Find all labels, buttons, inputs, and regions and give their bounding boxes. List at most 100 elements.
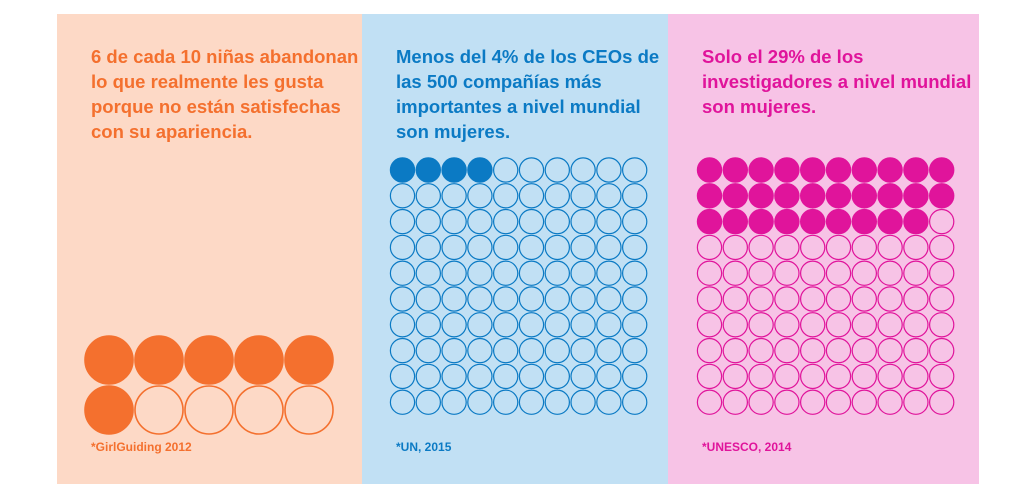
dot-empty	[492, 208, 519, 235]
dot-empty	[877, 260, 903, 286]
dot-filled	[441, 157, 467, 183]
dot-empty	[622, 337, 648, 364]
dot-empty	[825, 312, 852, 338]
dot-empty	[441, 389, 467, 415]
dot-filled	[84, 385, 134, 435]
dot-empty	[570, 183, 596, 209]
dot-empty	[544, 183, 570, 209]
dot-empty	[596, 286, 622, 312]
dot-empty	[825, 363, 852, 390]
dot-empty	[467, 286, 493, 312]
dot-empty	[722, 389, 749, 415]
dot-empty	[518, 286, 545, 312]
dot-filled	[774, 183, 800, 209]
dot-empty	[544, 312, 570, 338]
dot-empty	[929, 312, 955, 338]
dot-empty	[518, 337, 545, 364]
dot-chart	[389, 157, 648, 415]
dot-empty	[544, 260, 570, 286]
dot-filled	[184, 335, 234, 385]
dot-empty	[903, 260, 929, 286]
dot-empty	[903, 286, 929, 312]
dot-empty	[696, 363, 723, 390]
dot-filled	[774, 208, 800, 235]
panel-source: *UNESCO, 2014	[702, 440, 792, 454]
dot-empty	[415, 208, 442, 235]
dot-empty	[415, 286, 442, 312]
dot-empty	[903, 337, 929, 364]
dot-empty	[903, 312, 929, 338]
dot-empty	[622, 286, 648, 312]
dot-empty	[929, 208, 955, 235]
dot-filled	[696, 208, 723, 235]
dot-empty	[570, 234, 596, 261]
dot-empty	[851, 234, 877, 261]
dot-filled	[851, 157, 877, 183]
dot-empty	[415, 234, 442, 261]
dot-empty	[441, 208, 467, 235]
dot-empty	[774, 337, 800, 364]
dot-empty	[696, 337, 723, 364]
dot-empty	[851, 312, 877, 338]
dot-empty	[774, 312, 800, 338]
dot-empty	[774, 286, 800, 312]
dot-empty	[570, 389, 596, 415]
dot-empty	[184, 385, 234, 435]
dot-empty	[441, 337, 467, 364]
dot-empty	[467, 337, 493, 364]
dot-empty	[929, 286, 955, 312]
dot-empty	[825, 234, 852, 261]
panel-source: *GirlGuiding 2012	[91, 440, 192, 454]
dot-empty	[492, 389, 519, 415]
dot-empty	[518, 157, 545, 183]
dot-empty	[518, 389, 545, 415]
dot-empty	[234, 385, 284, 435]
panel-title: Menos del 4% de los CEOs de las 500 comp…	[396, 46, 660, 142]
panel-title: 6 de cada 10 niñas abandonan lo que real…	[91, 46, 359, 142]
dot-empty	[544, 157, 570, 183]
dot-empty	[544, 389, 570, 415]
dot-empty	[799, 260, 826, 286]
panel-un: Menos del 4% de los CEOs de las 500 comp…	[362, 14, 668, 484]
dot-filled	[851, 183, 877, 209]
panel-girlguiding: 6 de cada 10 niñas abandonan lo que real…	[57, 14, 362, 484]
dot-filled	[851, 208, 877, 235]
dot-empty	[596, 208, 622, 235]
dot-empty	[284, 385, 334, 435]
dot-empty	[722, 234, 749, 261]
dot-empty	[570, 208, 596, 235]
dot-empty	[492, 157, 519, 183]
dot-empty	[441, 286, 467, 312]
dot-empty	[825, 337, 852, 364]
dot-filled	[929, 183, 955, 209]
dot-empty	[774, 260, 800, 286]
dot-empty	[544, 337, 570, 364]
dot-filled	[774, 157, 800, 183]
dot-filled	[877, 157, 903, 183]
dot-filled	[722, 157, 749, 183]
dot-empty	[722, 260, 749, 286]
dot-empty	[596, 337, 622, 364]
dot-empty	[570, 363, 596, 390]
dot-empty	[596, 157, 622, 183]
dot-empty	[851, 286, 877, 312]
dot-filled	[877, 208, 903, 235]
dot-empty	[748, 234, 774, 261]
dot-empty	[722, 337, 749, 364]
dot-empty	[622, 208, 648, 235]
dot-empty	[799, 389, 826, 415]
dot-filled	[877, 183, 903, 209]
dot-empty	[825, 286, 852, 312]
dot-filled	[825, 183, 852, 209]
dot-chart	[84, 335, 334, 435]
dot-empty	[415, 312, 442, 338]
dot-empty	[415, 183, 442, 209]
dot-empty	[596, 183, 622, 209]
dot-empty	[929, 389, 955, 415]
dot-empty	[415, 389, 442, 415]
dot-empty	[467, 389, 493, 415]
dot-empty	[389, 208, 416, 235]
dot-empty	[389, 234, 416, 261]
dot-empty	[544, 234, 570, 261]
dot-empty	[492, 234, 519, 261]
